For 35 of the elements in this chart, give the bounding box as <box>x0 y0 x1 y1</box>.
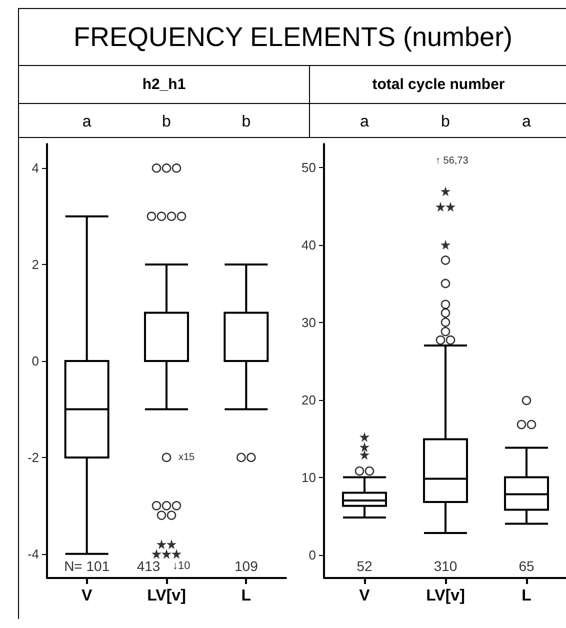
x-tick-label: V <box>81 588 92 604</box>
annotation: x15 <box>178 452 196 463</box>
annotation: 52 <box>356 558 372 574</box>
chart-subtitle: h2_h1 <box>19 65 309 103</box>
y-tick-label: 10 <box>302 470 316 485</box>
y-tick-label: -2 <box>27 450 39 465</box>
x-tick-label: LV[v] <box>426 588 465 604</box>
y-tick-label: 4 <box>32 160 39 176</box>
x-tick-label: LV[v] <box>147 588 186 604</box>
chart-title: FREQUENCY ELEMENTS (number) <box>19 8 566 65</box>
x-tick-label: V <box>359 588 370 604</box>
y-tick-label: 2 <box>32 257 39 272</box>
annotation: ↑ 56,73 <box>436 155 469 166</box>
y-tick-label: 0 <box>308 547 316 562</box>
annotation: N= 101 <box>64 558 110 574</box>
text: b <box>162 114 172 130</box>
text: a <box>360 114 370 130</box>
y-tick-label: 30 <box>302 314 316 330</box>
text: b <box>242 114 251 130</box>
annotation: 65 <box>518 558 534 574</box>
annotation: 413 <box>136 558 160 574</box>
y-tick-label: 50 <box>302 160 316 175</box>
x-tick-label: L <box>522 588 532 604</box>
text: a <box>82 114 92 130</box>
y-tick-label: 40 <box>302 237 316 252</box>
annotation: ↓10 <box>172 560 190 572</box>
annotation: 310 <box>434 558 458 574</box>
y-tick-label: 0 <box>32 354 39 368</box>
annotation: 109 <box>234 558 258 574</box>
y-tick-label: -4 <box>27 546 39 562</box>
text: a <box>522 114 532 130</box>
text: b <box>441 114 450 130</box>
y-tick-label: 20 <box>302 392 316 408</box>
chart-subtitle: total cycle number <box>309 65 566 103</box>
x-tick-label: L <box>241 588 252 604</box>
